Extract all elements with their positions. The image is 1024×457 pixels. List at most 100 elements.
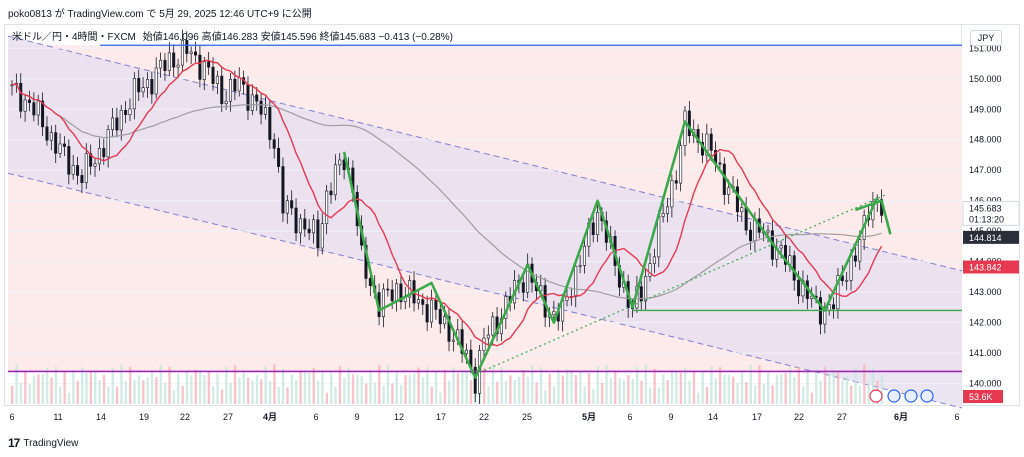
volume-bar [50,377,53,404]
legend-symbol[interactable]: 米ドル／円・4時間・FXCM [12,32,136,43]
volume-bar [120,364,123,404]
volume-bar [797,366,800,404]
publish-header: poko0813 が TradingView.com で 5月 29, 2025… [0,0,1024,24]
candle-body [167,52,171,71]
candle-body [185,39,189,54]
volume-bar [15,364,18,404]
volume-bar [600,382,604,404]
candle-body [665,206,669,214]
candle-body [32,102,36,116]
candle-body [661,213,665,217]
volume-bar [640,380,643,404]
volume-bar [203,375,206,404]
volume-bar [836,372,840,404]
volume-bar [273,364,276,404]
volume-bar [574,375,578,404]
x-tick-label: 17 [436,412,446,422]
candle-body [333,164,337,196]
economic-event-icon [920,389,934,403]
candle-body [670,180,674,208]
economic-event-icon [904,389,918,403]
volume-bar [461,370,464,404]
volume-bar [771,385,774,404]
volume-bar [487,386,490,404]
candle-body [45,126,49,141]
candle-body [342,159,346,171]
candle-body [80,175,84,184]
volume-bar [517,376,521,404]
candle-body [97,148,101,165]
volume-bar [496,381,499,404]
volume-bar [644,364,648,404]
volume-bar [242,370,246,404]
volume-bar [701,370,704,404]
candle-body [735,186,739,213]
legend-high: 146.283 [221,32,258,43]
currency-button[interactable]: JPY [970,30,1002,46]
volume-bar [845,376,849,404]
volume-bar [504,380,508,404]
volume-bar [745,381,748,404]
legend-high-label: 高値 [201,32,222,43]
candle-body [639,286,643,302]
candle-body [23,99,27,112]
volume-bar [670,370,674,404]
volume-bar [181,386,184,404]
volume-bar [260,379,263,404]
legend-low-label: 安値 [260,32,281,43]
volume-bar [784,373,787,404]
tradingview-logo-icon: 17 [8,436,20,450]
volume-bar [635,366,639,404]
volume-bar [609,377,613,404]
volume-bar [592,388,595,404]
volume-bar [28,384,31,404]
volume-bar [37,374,40,404]
volume-bar [216,373,219,404]
volume-bar [177,373,180,404]
volume-bar [312,367,315,404]
volume-bar [404,375,407,404]
ma-long-price-box [963,230,1019,244]
x-tick-label: 17 [752,412,762,422]
volume-bar [45,367,49,404]
candle-body [312,219,316,234]
projection-arrow [854,199,892,235]
candle-body [154,67,158,95]
candle-body [294,207,298,234]
candle-body [298,218,302,234]
candle-body [233,78,237,92]
volume-bar [107,386,110,404]
candle-body [207,61,211,68]
volume-bar [657,387,661,404]
zigzag-wave-line [342,120,879,379]
volume-bar [277,387,280,404]
x-tick-label: 6月 [894,412,908,422]
ma-long-line [11,83,882,300]
legend-close-label: 終値 [319,32,340,43]
candle-body [705,133,709,156]
volume-bar [823,366,827,404]
economic-event-icon [887,389,901,403]
footer-brand[interactable]: TradingView [23,437,79,449]
volume-bar [456,373,460,404]
volume-bar [622,380,626,404]
candle-body [486,334,490,339]
candle-body [36,100,40,116]
volume-bar [579,370,582,404]
volume-bar [465,372,468,404]
candle-body [215,75,219,84]
candle-body [823,310,827,325]
volume-bar [172,390,176,404]
ma-short-price-box [963,260,1019,274]
volume-bar [290,374,294,404]
volume-bar [871,367,875,404]
volume-bar [793,377,796,404]
volume-bar [395,371,398,404]
x-tick-label: 5月 [582,412,596,422]
volume-bar [448,380,451,404]
x-tick-label: 22 [794,412,804,422]
candle-body [727,187,731,195]
volume-bar [220,389,224,404]
candle-body [744,207,748,231]
